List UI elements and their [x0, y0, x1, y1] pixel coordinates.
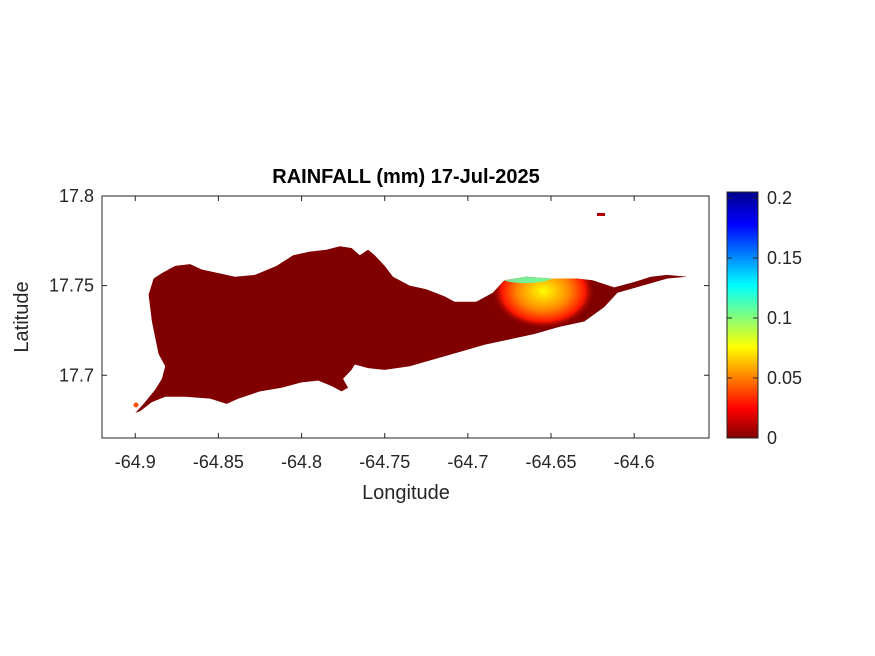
x-tick-label: -64.85: [193, 452, 244, 472]
map-axes: [101, 195, 710, 439]
x-axis-ticks: -64.9 -64.85 -64.8 -64.75 -64.7 -64.65 -64.6: [115, 196, 655, 472]
x-axis-label: Longitude: [362, 482, 450, 504]
x-tick-label: -64.9: [115, 452, 156, 472]
chart-title: RAINFALL (mm) 17-Jul-2025: [272, 166, 539, 188]
colorbar-tick-label: 0.1: [767, 308, 792, 328]
st-croix-island: [135, 246, 688, 413]
y-tick-label: 17.8: [59, 186, 94, 206]
rainfall-max: [505, 260, 534, 271]
rainfall-peak: [495, 257, 552, 278]
small-islet: [597, 213, 605, 216]
y-axis-label: Latitude: [11, 281, 33, 352]
rainfall-hotspot: [491, 253, 596, 330]
map-layer: [133, 213, 688, 413]
y-axis-ticks: 17.7 17.75 17.8: [49, 186, 709, 385]
x-tick-label: -64.8: [281, 452, 322, 472]
x-tick-label: -64.65: [525, 452, 576, 472]
y-tick-label: 17.7: [59, 365, 94, 385]
x-tick-label: -64.75: [359, 452, 410, 472]
colorbar-tick-label: 0.05: [767, 368, 802, 388]
colorbar-tick-label: 0: [767, 428, 777, 448]
y-tick-label: 17.75: [49, 276, 94, 296]
colorbar: [726, 191, 759, 439]
west-point-marker: [133, 402, 139, 408]
colorbar-ticks: 0 0.05 0.1 0.15 0.2: [727, 188, 802, 448]
colorbar-tick-label: 0.2: [767, 188, 792, 208]
x-tick-label: -64.7: [447, 452, 488, 472]
colorbar-tick-label: 0.15: [767, 248, 802, 268]
x-tick-label: -64.6: [614, 452, 655, 472]
rainfall-mid: [495, 267, 556, 284]
